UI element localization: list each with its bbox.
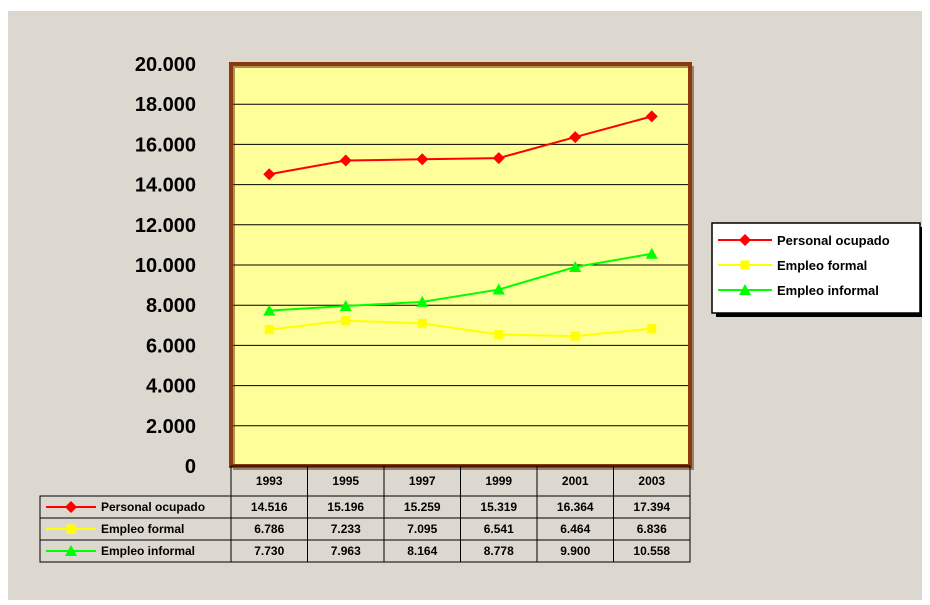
data-label: 14.516	[251, 500, 288, 514]
y-tick-label: 14.000	[135, 175, 196, 197]
legend-key-marker-personal-ocupado	[739, 234, 751, 246]
data-label: 16.364	[557, 500, 594, 514]
x-tick-label: 1995	[332, 474, 359, 488]
data-point-empleo-formal	[264, 325, 274, 335]
x-tick-label: 1999	[485, 474, 512, 488]
data-point-empleo-formal	[647, 324, 657, 334]
legend-key-marker-empleo-informal	[739, 284, 751, 295]
x-tick-label: 1993	[256, 474, 283, 488]
x-tick-label: 1997	[409, 474, 436, 488]
data-point-empleo-informal	[263, 304, 276, 316]
chart-area: 0 2.000 4.000 6.000 8.000 10.000 12.000 14.000 1…	[8, 11, 922, 600]
y-tick-label: 20.000	[135, 54, 196, 76]
plot-border-shadow	[233, 66, 694, 470]
data-point-personal-ocupado	[645, 110, 658, 123]
y-tick-label: 0	[185, 456, 196, 478]
legend-entry-label: Empleo formal	[777, 258, 867, 273]
data-point-personal-ocupado	[263, 168, 276, 181]
data-label: 15.259	[404, 500, 441, 514]
data-point-personal-ocupado	[569, 131, 582, 144]
y-tick-label: 16.000	[135, 134, 196, 156]
y-tick-label: 6.000	[146, 335, 196, 357]
table-row-label: Personal ocupado	[101, 500, 205, 514]
x-tick-label: 2001	[562, 474, 589, 488]
table-key-marker-empleo-informal	[65, 545, 77, 556]
data-point-personal-ocupado	[416, 153, 429, 166]
series-line-empleo-formal	[269, 319, 652, 338]
data-point-empleo-formal	[341, 316, 351, 326]
y-tick-label: 8.000	[146, 295, 196, 317]
data-label: 7.095	[407, 522, 437, 536]
legend-key-marker-empleo-formal	[740, 260, 750, 270]
table-row-label: Empleo informal	[101, 544, 195, 558]
data-point-empleo-informal	[645, 247, 658, 259]
y-tick-label: 18.000	[135, 94, 196, 116]
series-line-personal-ocupado	[269, 115, 653, 176]
data-label: 15.319	[480, 500, 517, 514]
data-point-empleo-formal	[494, 330, 504, 340]
data-label: 6.786	[254, 522, 284, 536]
table-key-marker-empleo-formal	[66, 524, 76, 534]
data-point-empleo-informal	[569, 261, 582, 273]
data-label: 7.963	[331, 544, 361, 558]
data-point-personal-ocupado	[492, 152, 505, 165]
data-point-empleo-informal	[492, 283, 505, 295]
data-label: 10.558	[633, 544, 670, 558]
data-label: 8.778	[484, 544, 514, 558]
y-tick-label: 10.000	[135, 255, 196, 277]
data-label: 7.233	[331, 522, 361, 536]
x-tick-label: 2003	[638, 474, 665, 488]
legend-entry-label: Personal ocupado	[777, 233, 890, 248]
y-tick-label: 2.000	[146, 416, 196, 438]
series-line-empleo-informal	[269, 252, 652, 312]
y-tick-label: 4.000	[146, 376, 196, 398]
data-point-empleo-informal	[416, 295, 429, 307]
data-label: 17.394	[633, 500, 670, 514]
data-label: 15.196	[327, 500, 364, 514]
table-key-marker-personal-ocupado	[65, 501, 77, 513]
table-cell-border	[613, 539, 691, 563]
data-label: 6.464	[560, 522, 590, 536]
table-row-label: Empleo formal	[101, 522, 184, 536]
chart-svg: 0 2.000 4.000 6.000 8.000 10.000 12.000 14.000 1…	[39, 54, 922, 563]
data-label: 8.164	[407, 544, 437, 558]
data-point-personal-ocupado	[339, 154, 352, 167]
data-label: 6.836	[637, 522, 667, 536]
data-label: 6.541	[484, 522, 514, 536]
y-tick-label: 12.000	[135, 215, 196, 237]
data-point-empleo-formal	[570, 331, 580, 341]
data-point-empleo-formal	[417, 318, 427, 328]
data-label: 9.900	[560, 544, 590, 558]
legend-entry-label: Empleo informal	[777, 283, 879, 298]
data-label: 7.730	[254, 544, 284, 558]
data-point-empleo-informal	[339, 299, 352, 311]
